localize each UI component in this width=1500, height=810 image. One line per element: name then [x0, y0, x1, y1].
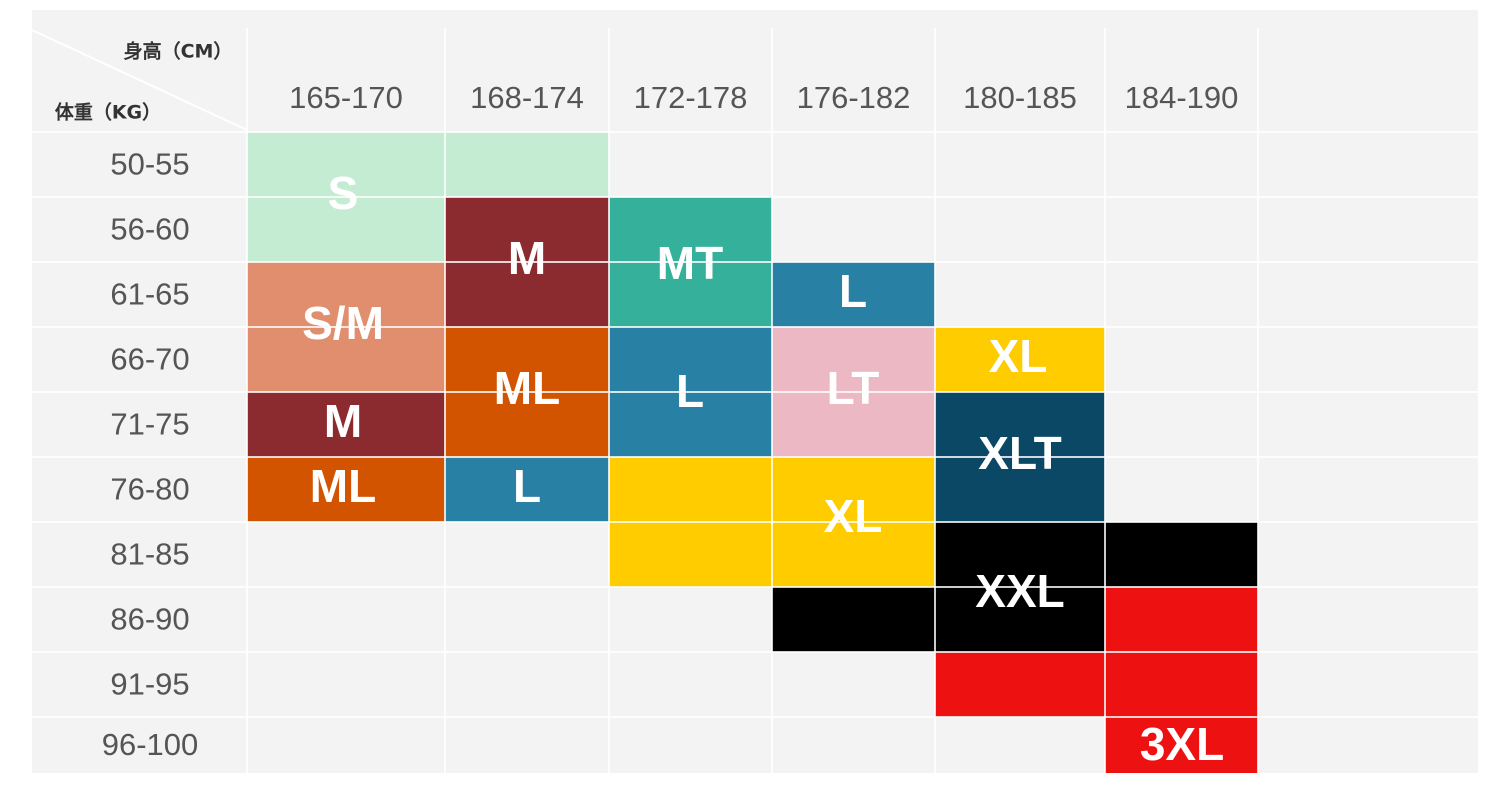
size-cell: [935, 327, 1105, 392]
size-cell: [247, 262, 445, 327]
size-label: ML: [494, 362, 560, 414]
row-header: 81-85: [110, 537, 189, 572]
corner-diagonal: [31, 29, 248, 131]
size-cell: [1105, 652, 1258, 717]
size-cell: [445, 457, 609, 522]
row-header: 50-55: [110, 147, 189, 182]
size-cell: [609, 392, 772, 457]
size-cell: [445, 327, 609, 392]
size-cell: [1105, 522, 1258, 587]
column-header: 184-190: [1125, 80, 1239, 115]
column-header: 168-174: [470, 80, 584, 115]
row-header: 91-95: [110, 667, 189, 702]
size-cell: [772, 522, 935, 587]
size-cell: [247, 392, 445, 457]
size-cell: [772, 392, 935, 457]
weight-header: 体重（KG）: [55, 101, 161, 124]
size-cell: [609, 197, 772, 262]
size-cell: [445, 132, 609, 197]
size-label: L: [513, 460, 541, 512]
size-cell: [935, 587, 1105, 652]
size-cell: [935, 392, 1105, 457]
row-header: 96-100: [102, 727, 199, 762]
size-cell: [609, 522, 772, 587]
size-label: XL: [989, 330, 1048, 382]
size-cell: [609, 262, 772, 327]
row-header: 76-80: [110, 472, 189, 507]
size-cell: [935, 652, 1105, 717]
row-header: 66-70: [110, 342, 189, 377]
size-label: XXL: [975, 565, 1064, 617]
column-header: 172-178: [634, 80, 748, 115]
column-header: 165-170: [289, 80, 403, 115]
size-cell: [772, 457, 935, 522]
size-label: XL: [824, 490, 883, 542]
size-cell: [1105, 717, 1258, 773]
size-cell: [445, 197, 609, 262]
size-cell: [247, 457, 445, 522]
size-cell: [772, 327, 935, 392]
row-header: 61-65: [110, 277, 189, 312]
size-label: MT: [657, 237, 723, 289]
size-label: L: [676, 365, 704, 417]
size-cell: [247, 197, 445, 262]
size-cell: [772, 262, 935, 327]
size-label: 3XL: [1140, 718, 1224, 770]
row-header: 86-90: [110, 602, 189, 637]
size-label: ML: [310, 460, 376, 512]
size-cell: [247, 132, 445, 197]
height-header: 身高（CM）: [124, 40, 233, 63]
size-label: LT: [827, 362, 880, 414]
size-cell: [935, 457, 1105, 522]
size-label: M: [508, 232, 546, 284]
size-cell: [445, 392, 609, 457]
size-cell: [609, 327, 772, 392]
size-label: M: [324, 395, 362, 447]
column-header: 176-182: [797, 80, 911, 115]
size-cell: [247, 327, 445, 392]
size-label: XLT: [978, 427, 1061, 479]
size-cell: [445, 262, 609, 327]
size-cell: [1105, 587, 1258, 652]
size-cell: [772, 587, 935, 652]
size-label: L: [839, 265, 867, 317]
size-label: S/M: [302, 297, 384, 349]
row-header: 71-75: [110, 407, 189, 442]
size-cell: [609, 457, 772, 522]
row-header: 56-60: [110, 212, 189, 247]
size-cell: [935, 522, 1105, 587]
column-header: 180-185: [963, 80, 1077, 115]
size-label: S: [328, 167, 359, 219]
